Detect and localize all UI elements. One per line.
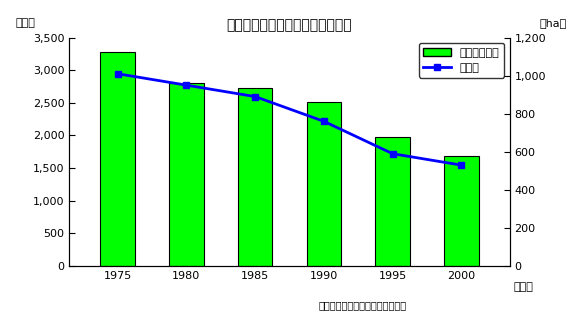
Bar xyxy=(238,89,272,266)
Text: （戸）: （戸） xyxy=(16,18,35,28)
Bar xyxy=(444,156,479,266)
Bar xyxy=(307,101,341,266)
Text: （年）: （年） xyxy=(514,282,534,292)
Bar xyxy=(375,137,410,266)
Bar xyxy=(100,52,135,266)
Text: （ha）: （ha） xyxy=(540,18,567,28)
Title: 市内農家数と経営耕地面積の推移: 市内農家数と経営耕地面積の推移 xyxy=(227,18,352,32)
Bar xyxy=(169,83,204,266)
Legend: 経営耕地面積, 農家数: 経営耕地面積, 農家数 xyxy=(419,43,504,78)
Text: （「農業センサス」農林水産省）: （「農業センサス」農林水産省） xyxy=(318,300,406,310)
